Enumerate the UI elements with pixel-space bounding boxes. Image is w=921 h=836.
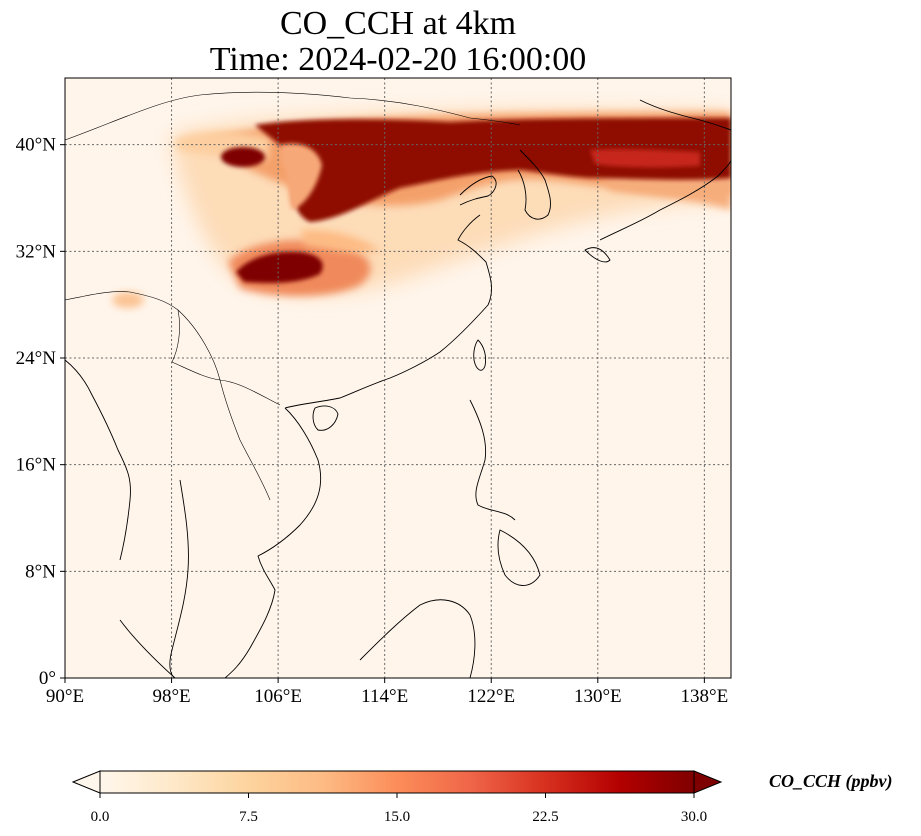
lon-tick-label: 90°E	[46, 686, 84, 707]
longitude-ticks: 90°E 98°E 106°E 114°E 122°E 130°E 138°E	[46, 678, 728, 707]
lat-tick-label: 40°N	[16, 135, 57, 156]
lon-tick-label: 130°E	[574, 686, 622, 707]
country-borders	[65, 91, 521, 501]
colorbar-tick-label: 30.0	[681, 809, 707, 825]
plume-tibet-patch	[112, 292, 144, 308]
latitude-ticks: 0° 8°N 16°N 24°N 32°N 40°N	[16, 135, 65, 689]
plume-core-gap	[280, 143, 322, 210]
colorbar: 0.0 7.5 15.0 22.5 30.0 CO_CCH (ppbv)	[71, 770, 893, 825]
plume-sichuan-core	[236, 251, 323, 284]
korea-peninsula	[517, 149, 552, 220]
plume-northern-core	[255, 118, 731, 222]
malay-peninsula	[169, 479, 189, 678]
myanmar-coast	[65, 359, 131, 561]
indochina-coast	[224, 407, 322, 678]
map-time-subtitle: Time: 2024-02-20 16:00:00	[209, 41, 587, 78]
lon-tick-label: 138°E	[681, 686, 729, 707]
lon-tick-label: 122°E	[467, 686, 515, 707]
plume-core-gap-2	[590, 149, 700, 168]
colorbar-tick-label: 15.0	[384, 809, 410, 825]
lon-tick-label: 98°E	[152, 686, 190, 707]
plume-left-blob	[221, 147, 265, 167]
colorbar-tick-label: 22.5	[532, 809, 558, 825]
map-gridlines	[65, 78, 731, 678]
lat-tick-label: 16°N	[16, 455, 57, 476]
colorbar-body	[99, 770, 695, 794]
lon-tick-label: 106°E	[254, 686, 302, 707]
colorbar-tick-label: 0.0	[91, 809, 110, 825]
colorbar-ticks: 0.0 7.5 15.0 22.5 30.0	[91, 793, 707, 825]
colorbar-title: CO_CCH (ppbv)	[769, 771, 893, 792]
lat-tick-label: 32°N	[16, 241, 57, 262]
coastlines	[65, 91, 731, 678]
colorbar-extend-max	[693, 770, 723, 794]
hainan-island	[312, 405, 339, 431]
lat-tick-label: 8°N	[25, 561, 56, 582]
china-coastline	[284, 214, 492, 409]
map-title: CO_CCH at 4km	[279, 5, 517, 42]
lon-tick-label: 114°E	[361, 686, 408, 707]
mindanao-island	[497, 529, 541, 586]
borneo-island	[359, 599, 476, 678]
colorbar-tick-label: 7.5	[239, 809, 258, 825]
taiwan-island	[473, 339, 487, 371]
lat-tick-label: 0°	[39, 668, 56, 689]
luzon-island	[469, 399, 516, 521]
kyushu-island	[584, 247, 611, 263]
colorbar-extend-min	[71, 770, 101, 794]
bohai-coast	[459, 175, 497, 206]
japan-coast	[599, 159, 731, 241]
sumatra-island	[119, 619, 176, 678]
map-frame	[64, 77, 732, 679]
plume-middle-streak	[300, 229, 380, 253]
lat-tick-label: 24°N	[16, 348, 57, 369]
russia-coast	[639, 99, 731, 131]
co-concentration-field	[112, 110, 731, 308]
